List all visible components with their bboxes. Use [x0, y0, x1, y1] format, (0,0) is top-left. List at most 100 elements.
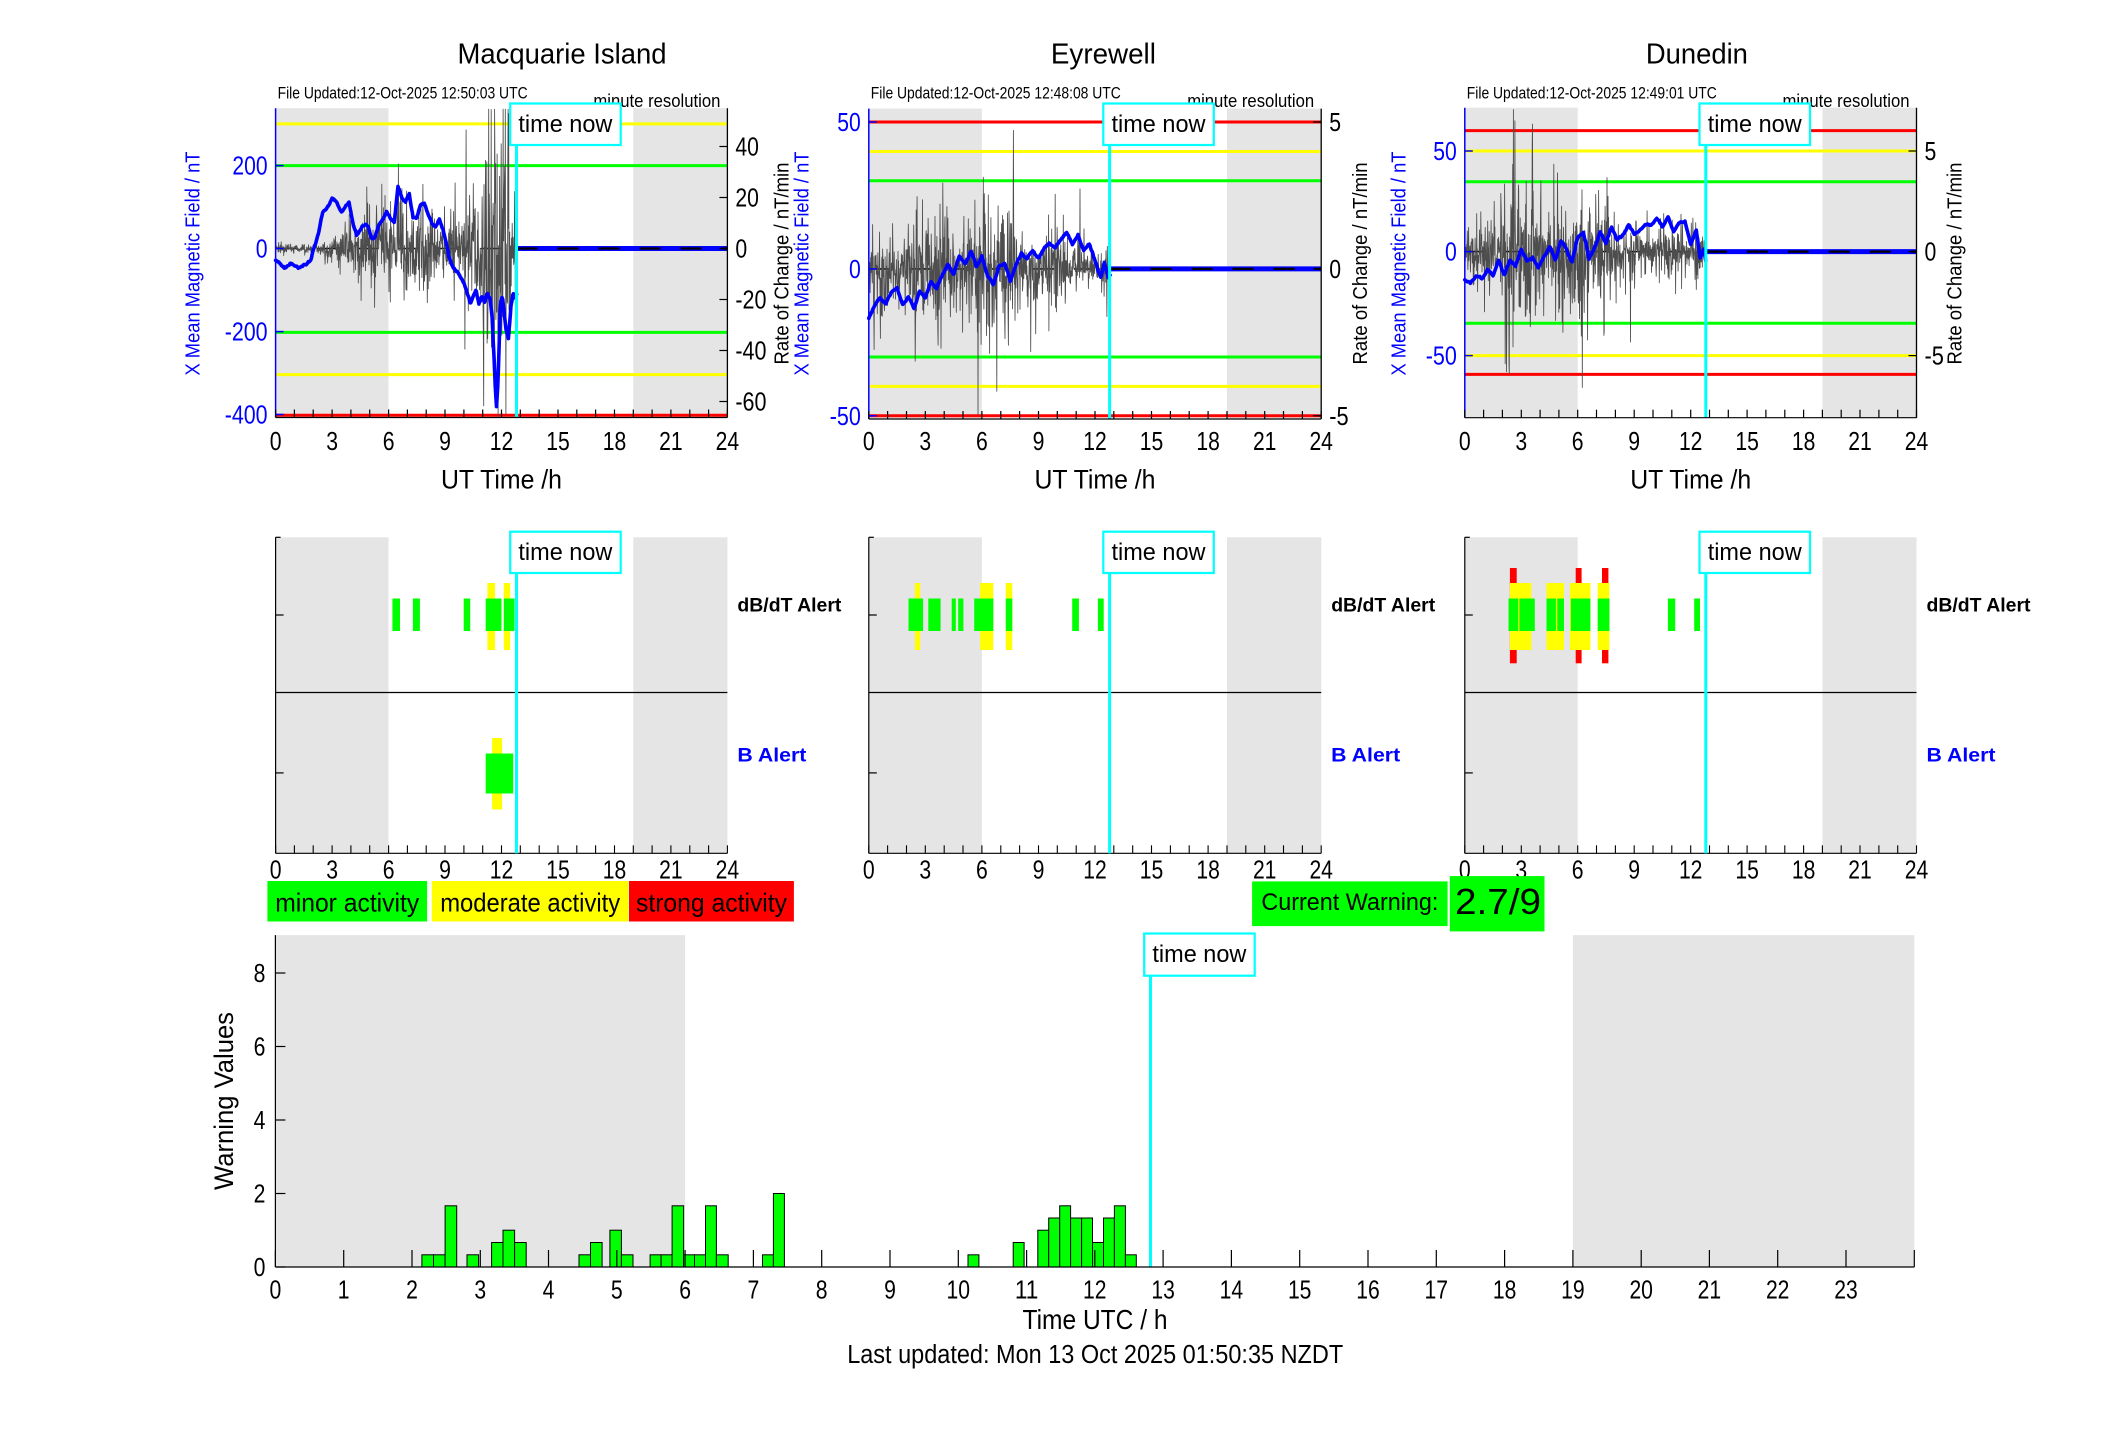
- svg-text:0: 0: [270, 1277, 282, 1305]
- svg-text:12: 12: [1083, 1277, 1107, 1305]
- svg-text:5: 5: [1329, 109, 1341, 137]
- svg-text:24: 24: [716, 428, 740, 456]
- svg-text:0: 0: [863, 428, 875, 456]
- svg-text:File Updated:12-Oct-2025 12:49: File Updated:12-Oct-2025 12:49:01 UTC: [1467, 84, 1717, 103]
- svg-text:21: 21: [1848, 857, 1872, 885]
- svg-text:B Alert: B Alert: [1331, 745, 1401, 767]
- svg-text:21: 21: [659, 857, 683, 885]
- svg-text:21: 21: [659, 428, 683, 456]
- svg-text:3: 3: [919, 428, 931, 456]
- svg-text:0: 0: [735, 236, 747, 264]
- svg-text:9: 9: [439, 428, 451, 456]
- svg-text:19: 19: [1561, 1277, 1585, 1305]
- svg-text:15: 15: [1140, 857, 1164, 885]
- svg-text:20: 20: [1629, 1277, 1653, 1305]
- svg-text:0: 0: [1459, 857, 1471, 885]
- svg-text:3: 3: [326, 857, 338, 885]
- svg-text:Macquarie Island: Macquarie Island: [458, 39, 667, 71]
- svg-text:23: 23: [1834, 1277, 1858, 1305]
- svg-text:9: 9: [884, 1277, 896, 1305]
- svg-text:18: 18: [603, 428, 627, 456]
- svg-text:Rate of Change / nT/min: Rate of Change / nT/min: [772, 163, 794, 365]
- svg-text:minute resolution: minute resolution: [593, 90, 720, 111]
- svg-text:3: 3: [326, 428, 338, 456]
- svg-text:12: 12: [490, 857, 514, 885]
- svg-text:X Mean Magnetic Field / nT: X Mean Magnetic Field / nT: [1389, 152, 1411, 376]
- svg-text:11: 11: [1015, 1277, 1039, 1305]
- svg-text:6: 6: [976, 857, 988, 885]
- svg-text:10: 10: [947, 1277, 971, 1305]
- svg-text:9: 9: [1033, 857, 1045, 885]
- svg-text:4: 4: [543, 1277, 555, 1305]
- svg-text:File Updated:12-Oct-2025 12:48: File Updated:12-Oct-2025 12:48:08 UTC: [871, 84, 1121, 103]
- svg-text:12: 12: [1083, 857, 1107, 885]
- svg-text:15: 15: [546, 428, 570, 456]
- svg-text:time now: time now: [518, 539, 612, 566]
- svg-text:time now: time now: [1708, 111, 1802, 138]
- svg-text:minor activity: minor activity: [275, 888, 419, 918]
- svg-text:6: 6: [1572, 857, 1584, 885]
- svg-text:-5: -5: [1925, 343, 1944, 371]
- svg-text:24: 24: [1309, 428, 1333, 456]
- svg-text:7: 7: [748, 1277, 760, 1305]
- svg-text:Last updated: Mon 13 Oct 2025: Last updated: Mon 13 Oct 2025 01:50:35 N…: [847, 1341, 1343, 1369]
- svg-text:dB/dT Alert: dB/dT Alert: [1331, 595, 1436, 617]
- svg-text:18: 18: [1493, 1277, 1517, 1305]
- svg-text:Dunedin: Dunedin: [1646, 39, 1748, 71]
- svg-text:2.7/9: 2.7/9: [1455, 881, 1541, 922]
- svg-text:15: 15: [1288, 1277, 1312, 1305]
- svg-text:13: 13: [1151, 1277, 1175, 1305]
- svg-text:minute resolution: minute resolution: [1783, 90, 1910, 111]
- svg-text:Current Warning:: Current Warning:: [1261, 889, 1438, 916]
- svg-text:dB/dT Alert: dB/dT Alert: [1927, 595, 2032, 617]
- svg-text:12: 12: [1083, 428, 1107, 456]
- svg-text:6: 6: [679, 1277, 691, 1305]
- svg-text:12: 12: [1679, 857, 1703, 885]
- svg-text:20: 20: [735, 185, 759, 213]
- svg-text:-400: -400: [225, 402, 268, 430]
- svg-text:3: 3: [1515, 428, 1527, 456]
- svg-text:4: 4: [254, 1107, 266, 1135]
- svg-text:6: 6: [383, 428, 395, 456]
- svg-text:5: 5: [1925, 138, 1937, 166]
- svg-text:0: 0: [254, 1254, 266, 1282]
- svg-text:0: 0: [1925, 239, 1937, 267]
- svg-text:Warning Values: Warning Values: [209, 1012, 239, 1190]
- svg-text:File Updated:12-Oct-2025 12:50: File Updated:12-Oct-2025 12:50:03 UTC: [278, 84, 528, 103]
- svg-text:6: 6: [254, 1034, 266, 1062]
- svg-text:0: 0: [256, 236, 268, 264]
- svg-text:14: 14: [1220, 1277, 1244, 1305]
- svg-text:time now: time now: [1708, 539, 1802, 566]
- svg-text:3: 3: [919, 857, 931, 885]
- svg-text:time now: time now: [518, 111, 612, 138]
- svg-text:0: 0: [270, 428, 282, 456]
- svg-text:21: 21: [1253, 428, 1277, 456]
- svg-text:12: 12: [1679, 428, 1703, 456]
- svg-text:50: 50: [837, 109, 861, 137]
- svg-text:UT Time /h: UT Time /h: [1035, 465, 1156, 495]
- svg-text:24: 24: [1905, 857, 1929, 885]
- svg-text:15: 15: [1735, 428, 1759, 456]
- svg-text:B Alert: B Alert: [737, 745, 807, 767]
- svg-text:X Mean Magnetic Field / nT: X Mean Magnetic Field / nT: [183, 152, 205, 376]
- svg-text:-20: -20: [735, 287, 766, 315]
- svg-text:-200: -200: [225, 319, 268, 347]
- svg-text:0: 0: [863, 857, 875, 885]
- svg-text:8: 8: [816, 1277, 828, 1305]
- svg-text:18: 18: [1792, 857, 1816, 885]
- svg-text:21: 21: [1698, 1277, 1722, 1305]
- svg-text:0: 0: [1329, 256, 1341, 284]
- svg-text:21: 21: [1253, 857, 1277, 885]
- svg-text:-60: -60: [735, 389, 766, 417]
- svg-text:22: 22: [1766, 1277, 1790, 1305]
- svg-text:5: 5: [611, 1277, 623, 1305]
- svg-text:21: 21: [1848, 428, 1872, 456]
- svg-text:200: 200: [232, 153, 267, 181]
- svg-text:9: 9: [1628, 428, 1640, 456]
- svg-text:0: 0: [849, 256, 861, 284]
- svg-text:UT Time /h: UT Time /h: [441, 465, 562, 495]
- svg-text:Time UTC / h: Time UTC / h: [1023, 1304, 1168, 1335]
- svg-text:2: 2: [406, 1277, 418, 1305]
- svg-text:strong activity: strong activity: [636, 888, 787, 918]
- svg-text:-50: -50: [1426, 343, 1457, 371]
